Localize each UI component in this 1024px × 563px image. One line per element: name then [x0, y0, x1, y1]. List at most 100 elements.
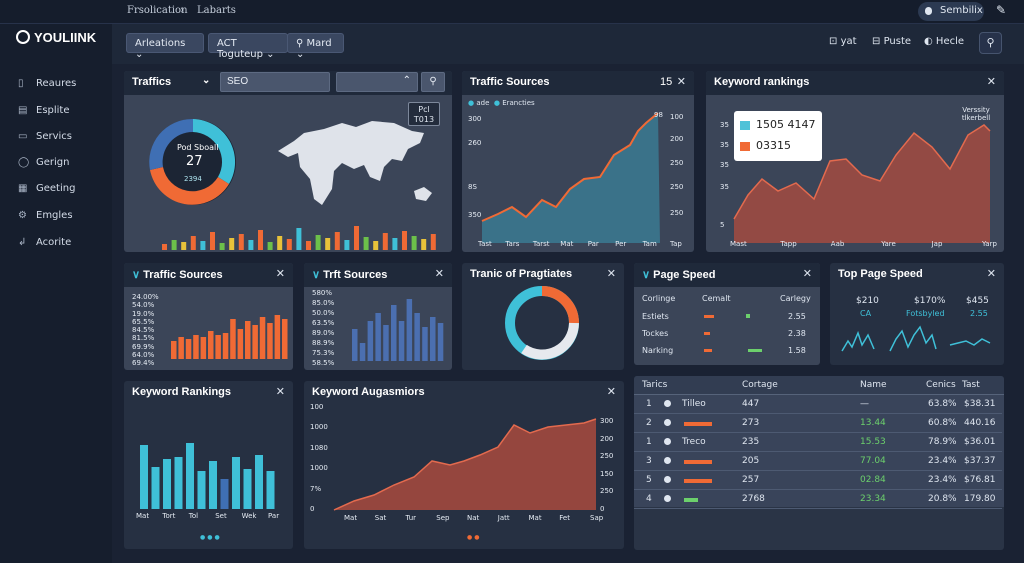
close-icon[interactable]: ✕	[275, 386, 285, 398]
sidebar-item[interactable]: ⚙ Emgles	[18, 210, 73, 221]
y-tick: 88.9%	[312, 339, 335, 347]
row-value: 2.55	[788, 312, 806, 321]
toolbar-action[interactable]: ⊡ yat	[829, 36, 857, 47]
close-icon[interactable]: ✕	[275, 268, 285, 280]
donut-chart	[505, 286, 579, 360]
chevron-down-icon[interactable]: ⌄	[202, 75, 211, 86]
close-icon[interactable]: ✕	[606, 386, 616, 398]
legend-marker: ●	[493, 99, 500, 107]
bar	[186, 443, 194, 509]
table-row[interactable]: 5 257 02.84 23.4% $76.81	[634, 471, 1002, 490]
chevron-up-icon: ⌃	[402, 75, 411, 86]
toolbar-action-label: Hecle	[935, 36, 965, 47]
legend-marker	[740, 142, 750, 151]
filter-dropdown[interactable]: Arleations ⌄	[126, 33, 204, 60]
trend-line	[481, 112, 659, 222]
search-button[interactable]: ⚲	[979, 32, 1002, 54]
toolbar-action[interactable]: ⊟ Puste	[872, 36, 911, 47]
table-cell: $76.81	[964, 475, 996, 485]
toolbar-action[interactable]: ◐ Hecle	[924, 36, 964, 47]
x-tick: Tort	[162, 512, 176, 520]
bar	[215, 335, 221, 359]
donut-slice	[521, 322, 579, 360]
logo[interactable]: YOULIINK	[16, 30, 96, 45]
y-tick: 1000	[310, 464, 328, 473]
close-icon[interactable]: ✕	[606, 268, 616, 280]
sidebar-item[interactable]: ▤ Esplite	[18, 105, 70, 116]
y-tick: 5	[720, 221, 725, 229]
filter-dropdown[interactable]: ⚲ Mard ⌄	[287, 33, 344, 60]
breadcrumb-item[interactable]: Labarts	[197, 5, 236, 16]
y-tick: 580%	[312, 289, 333, 297]
status-icon	[664, 476, 671, 483]
sidebar-item[interactable]: ◯ Gerign	[18, 157, 69, 168]
search-button[interactable]: ⚲	[421, 72, 445, 92]
close-icon[interactable]: ✕	[676, 76, 686, 88]
logo-icon	[16, 30, 30, 44]
breadcrumb-item[interactable]: Frsolication	[127, 5, 188, 16]
metric-sub: CA	[860, 309, 872, 318]
close-icon[interactable]: ✕	[986, 268, 996, 280]
y-tick: 81.5%	[132, 334, 155, 343]
panel-title: Keyword rankings	[714, 76, 810, 88]
column-header[interactable]: Tarics	[642, 380, 668, 390]
column-header[interactable]: Tast	[962, 380, 980, 390]
bar-indicator	[704, 315, 714, 318]
row-value: 2.38	[788, 329, 806, 338]
sparkline	[841, 330, 875, 352]
x-tick: Jatt	[497, 514, 510, 522]
close-icon[interactable]: ✕	[802, 268, 812, 280]
metric-value: $210	[856, 296, 879, 306]
table-row[interactable]: 1 Tilleo 447 — 63.8% $38.31	[634, 395, 1002, 414]
grid-icon: ▦	[18, 183, 28, 194]
table-cell: 23.34	[860, 494, 886, 504]
mini-bar	[392, 238, 398, 250]
table-cell: 63.8%	[928, 399, 957, 409]
bar	[200, 337, 207, 359]
close-icon[interactable]: ✕	[986, 76, 996, 88]
mini-bar	[200, 241, 206, 250]
table-row[interactable]: 4 2768 23.34 20.8% 179.80	[634, 490, 1002, 509]
close-icon[interactable]: ✕	[434, 268, 444, 280]
sidebar-item[interactable]: ↲ Acorite	[18, 237, 71, 248]
sidebar-item[interactable]: ▯ Reaures	[18, 78, 76, 89]
x-tick: Sap	[590, 514, 604, 522]
sidebar-item[interactable]: ▭ Servics	[18, 131, 72, 142]
filter-select[interactable]: ⌃	[336, 72, 418, 92]
column-header: Cemalt	[702, 294, 731, 303]
bar	[430, 317, 436, 361]
x-tick: Tam	[642, 240, 657, 248]
chat-icon: ⊡	[829, 36, 838, 47]
filter-dropdown[interactable]: ACT Toguteup ⌄	[208, 33, 288, 60]
search-input[interactable]: SEO	[220, 72, 330, 92]
toolbar-action-label: Puste	[883, 36, 912, 47]
column-header[interactable]: Cenics	[926, 380, 956, 390]
top-page-speed-panel: Top Page Speed ✕ $210 $170% $455 CA Fotsb…	[830, 263, 1004, 365]
pagination-dots[interactable]: ●●	[467, 534, 482, 541]
legend-label: ade	[476, 99, 490, 107]
x-tick: Tast	[478, 240, 492, 248]
row-label: Estiets	[642, 312, 669, 321]
column-header[interactable]: Name	[860, 380, 887, 390]
x-tick: Mast	[730, 240, 747, 248]
chevron-down-icon: ⌄	[135, 49, 144, 60]
table-row[interactable]: 1 Treco 235 15.53 78.9% $36.01	[634, 433, 1002, 452]
table-row[interactable]: 2 273 13.44 60.8% 440.16	[634, 414, 1002, 433]
y-tick: 69.4%	[132, 359, 155, 367]
toolbar-action-label: yat	[840, 36, 857, 47]
user-menu-button[interactable]: Sembilix	[918, 2, 984, 21]
y-tick: 300	[600, 417, 614, 425]
gear-icon: ⚙	[18, 210, 27, 221]
x-axis: Mat Sat Tur Sep Nat Jatt Mat Fet Sap	[344, 514, 608, 524]
world-map	[278, 121, 432, 205]
sidebar: YOULIINK ▯ Reaures ▤ Esplite ▭ Servics ◯ Ger…	[0, 24, 112, 563]
pencil-icon[interactable]: ✎	[996, 3, 1007, 17]
pagination-dots[interactable]: ●●●	[200, 534, 222, 541]
sidebar-item[interactable]: ▦ Geeting	[18, 183, 75, 194]
y-tick: 0	[310, 505, 315, 513]
mini-bar	[181, 242, 187, 250]
column-header[interactable]: Cortage	[742, 380, 778, 390]
y-tick: 35	[720, 161, 729, 169]
rank-cell: 5	[646, 475, 652, 485]
table-row[interactable]: 3 205 77.04 23.4% $37.37	[634, 452, 1002, 471]
